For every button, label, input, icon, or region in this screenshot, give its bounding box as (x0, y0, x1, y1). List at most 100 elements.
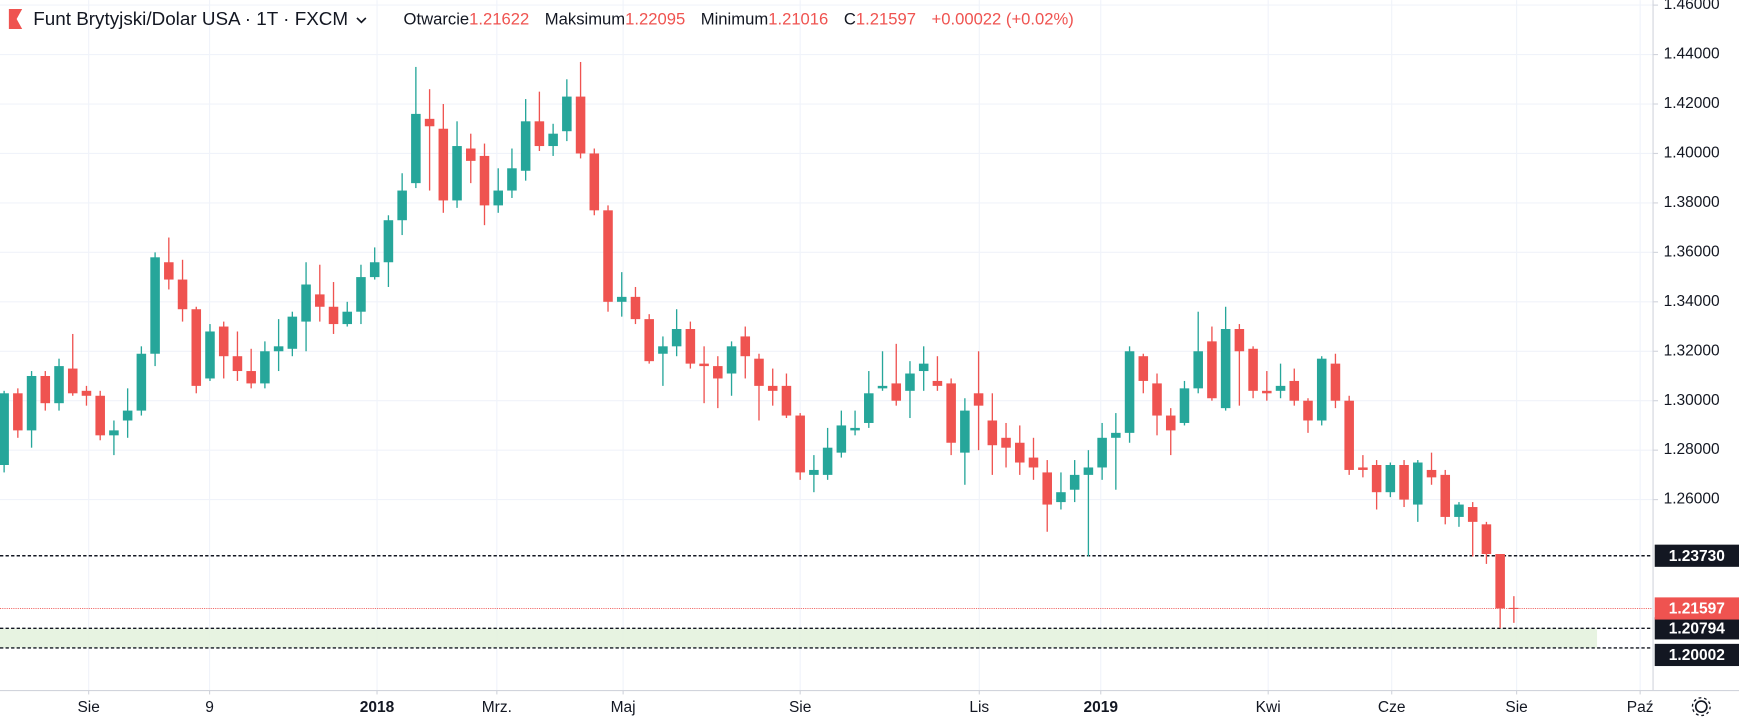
candle-body (1262, 390, 1272, 394)
axes (0, 0, 1739, 695)
candle-body (177, 279, 188, 310)
y-tick-label: 1.28000 (1664, 441, 1720, 458)
y-tick-label: 1.42000 (1664, 95, 1720, 112)
candle-body (658, 346, 668, 354)
candle-body (836, 425, 847, 453)
candle-body (1138, 356, 1149, 381)
candle-body (1083, 467, 1094, 475)
symbol-title[interactable]: Funt Brytyjski/Dolar USA · 1T · FXCM (33, 8, 348, 29)
symbol-flag (8, 9, 23, 30)
x-tick-label: Kwi (1256, 699, 1281, 716)
settings-icon[interactable] (1691, 697, 1711, 717)
candle-body (630, 296, 641, 320)
candle-body (465, 148, 476, 161)
candle-body (507, 168, 517, 191)
candle-body (1344, 400, 1354, 470)
candle-body (1495, 554, 1505, 609)
x-tick-label: Lis (969, 699, 989, 716)
candle-body (671, 329, 682, 347)
level-label-box (1654, 617, 1739, 640)
level-label: 1.20002 (1669, 647, 1725, 664)
candle-body (891, 383, 902, 401)
candle-body (809, 469, 819, 475)
candle-body (685, 329, 696, 364)
candle-body (369, 262, 380, 278)
candle-body (1028, 457, 1039, 468)
candle-body (13, 393, 23, 431)
y-tick-label: 1.38000 (1664, 194, 1720, 211)
last-price-box (1654, 597, 1739, 620)
y-tick-label: 1.46000 (1664, 0, 1720, 13)
candle-body (1399, 464, 1409, 500)
candle-body (1467, 507, 1478, 522)
level-label: 1.23730 (1669, 548, 1725, 565)
low-value: 1.21016 (768, 10, 828, 29)
candle-body (699, 363, 709, 367)
candle-body (548, 133, 558, 147)
candle-body (850, 427, 860, 431)
candle-body (520, 121, 531, 171)
x-tick-label: 9 (205, 699, 214, 716)
candle-body (424, 118, 435, 127)
candle-body (95, 395, 105, 436)
candle-body (603, 210, 613, 302)
candle-body (191, 309, 202, 386)
candle-body (273, 346, 284, 352)
candle-body (589, 153, 600, 211)
candle-body (1454, 504, 1464, 517)
level-label-box (1654, 544, 1739, 567)
candle-body (1193, 351, 1203, 389)
y-tick-label: 1.26000 (1664, 491, 1720, 508)
candle-body (726, 346, 737, 374)
labels: 1.46000 1.44000 1.42000 1.40000 1.38000 1.360… (77, 0, 1739, 716)
candle-body (1316, 358, 1327, 421)
candle-body (54, 366, 64, 404)
candle-body (342, 311, 353, 325)
candle-body (946, 383, 956, 443)
candle-body (795, 415, 805, 473)
candle-body (1042, 472, 1052, 505)
x-tick-label: 2019 (1083, 699, 1118, 716)
candle-body (315, 294, 325, 307)
candle-body (1015, 442, 1025, 463)
settings-gear-teeth[interactable] (1691, 697, 1711, 717)
x-tick-label: Sie (1505, 699, 1527, 716)
open-label: Otwarcie (404, 10, 470, 29)
candle-body (81, 390, 92, 396)
settings-gear[interactable] (1694, 700, 1708, 714)
candle-body (1509, 607, 1519, 609)
high-label: Maksimum (545, 10, 625, 29)
candle-body (1124, 351, 1135, 433)
candle-body (438, 128, 449, 201)
candle-body (822, 447, 833, 475)
candle-body (287, 316, 298, 349)
legend-header: Funt Brytyjski/Dolar USA · 1T · FXCM Otw… (8, 8, 1074, 30)
candle-body (383, 220, 394, 263)
candle-body (1069, 474, 1080, 490)
candle-body (1303, 400, 1313, 421)
x-tick-label: Sie (789, 699, 811, 716)
candle-body (0, 393, 9, 465)
candle-body (67, 368, 78, 394)
candle-body (479, 155, 490, 206)
candle-body (452, 146, 462, 201)
y-tick-label: 1.34000 (1664, 293, 1720, 310)
candle-body (1371, 464, 1382, 493)
candle-body (644, 319, 654, 362)
candle-body (754, 358, 764, 386)
candle-body (109, 430, 119, 436)
low-label: Minimum (701, 10, 768, 29)
levels-layer (0, 555, 1653, 649)
candle-body (493, 190, 503, 206)
candle-body (973, 393, 984, 406)
close-label: C (844, 10, 856, 29)
candle-body (260, 351, 270, 384)
x-tick-label: Cze (1378, 699, 1406, 716)
candle-body (1001, 437, 1011, 448)
candle-body (932, 380, 943, 386)
last-price-label: 1.21597 (1669, 601, 1725, 618)
candle-body (562, 96, 572, 132)
candle-body (918, 363, 929, 372)
dropdown-caret[interactable] (356, 17, 367, 24)
